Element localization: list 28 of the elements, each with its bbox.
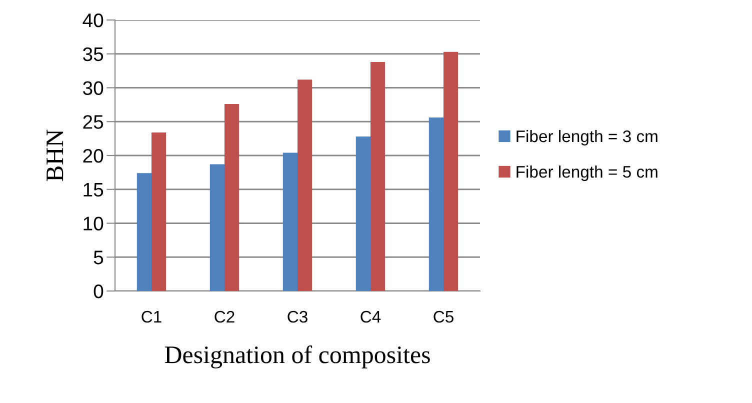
y-tick-label: 20 (83, 148, 104, 163)
bar (152, 132, 166, 291)
y-tick-label: 40 (82, 13, 104, 28)
y-tick-label: 30 (83, 81, 104, 95)
y-tick-label: 35 (83, 47, 104, 62)
x-tick-label: C5 (434, 310, 454, 323)
y-tick-label: 25 (83, 115, 104, 129)
y-tick-label: 5 (94, 250, 104, 264)
y-tick-label: 15 (84, 183, 104, 197)
bar (282, 152, 298, 291)
y-tick-label: 10 (84, 216, 104, 230)
x-tick-label: C2 (214, 310, 234, 323)
x-tick-label: C3 (288, 310, 308, 323)
bar (136, 173, 152, 291)
bar (370, 62, 386, 291)
x-axis-title: Designation of composites (164, 345, 430, 368)
bar (224, 104, 240, 291)
y-axis-title: BHN (46, 130, 64, 182)
bar (298, 80, 312, 291)
bar (444, 52, 458, 291)
bar (210, 164, 224, 291)
bar (428, 118, 444, 291)
bar (356, 136, 370, 291)
legend-label: Fiber length = 3 cm (516, 130, 658, 146)
y-tick-label: 0 (94, 284, 104, 298)
legend-label: Fiber length = 5 cm (516, 166, 658, 182)
x-tick-label: C1 (142, 310, 162, 323)
x-tick-label: C4 (360, 310, 381, 323)
